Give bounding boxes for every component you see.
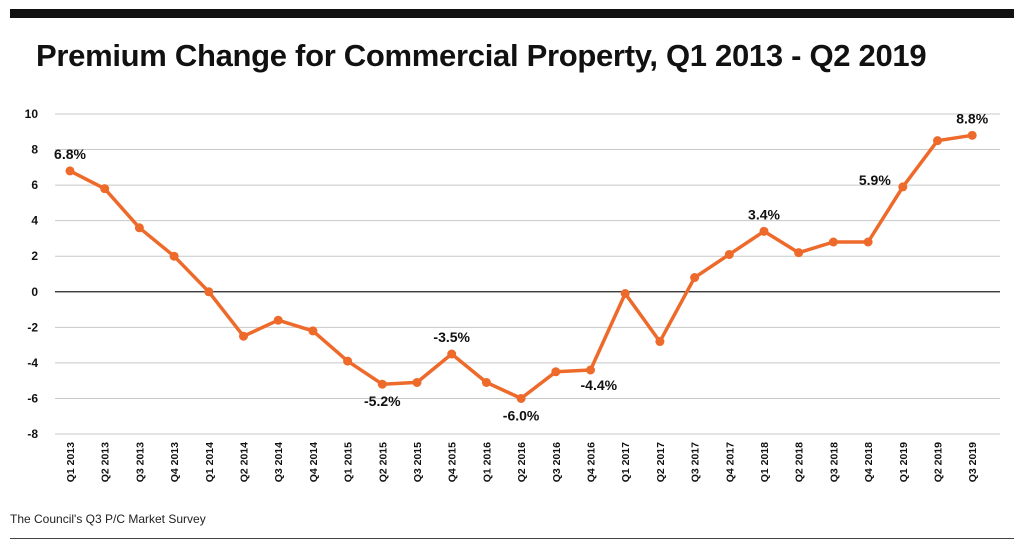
data-label: -3.5% — [433, 329, 470, 345]
data-point — [794, 248, 804, 258]
data-label: 5.9% — [859, 172, 891, 188]
data-label: -4.4% — [581, 377, 618, 393]
x-tick-label: Q2 2015 — [377, 442, 389, 482]
x-tick-label: Q1 2017 — [620, 442, 632, 482]
y-tick-label: -6 — [27, 391, 38, 405]
series-line — [68, 133, 974, 401]
data-point — [377, 379, 387, 389]
top-rule — [10, 9, 1014, 18]
x-tick-label: Q4 2014 — [308, 442, 320, 482]
x-tick-label: Q2 2013 — [100, 442, 112, 482]
x-tick-label: Q4 2017 — [724, 442, 736, 482]
x-tick-label: Q2 2016 — [516, 442, 528, 482]
data-point — [481, 377, 491, 387]
x-tick-label: Q2 2019 — [933, 442, 945, 482]
x-tick-label: Q4 2018 — [863, 442, 875, 482]
x-tick-label: Q4 2015 — [447, 442, 459, 482]
y-tick-label: 6 — [31, 178, 38, 192]
x-tick-label: Q3 2013 — [134, 442, 146, 482]
data-point — [551, 367, 561, 377]
x-tick-label: Q1 2018 — [759, 442, 771, 482]
x-tick-label: Q4 2016 — [586, 442, 598, 482]
x-tick-label: Q2 2014 — [239, 442, 251, 482]
y-tick-label: -2 — [27, 320, 38, 334]
x-tick-label: Q3 2017 — [690, 442, 702, 482]
data-label: 3.4% — [748, 206, 780, 222]
y-tick-labels: 10 8 6 4 2 0 -2 -4 -6 -8 — [25, 107, 39, 441]
y-tick-label: 0 — [31, 285, 38, 299]
x-tick-label: Q1 2014 — [204, 442, 216, 482]
data-point — [655, 337, 665, 347]
data-point — [204, 287, 214, 297]
y-tick-label: 4 — [31, 214, 38, 228]
x-tick-label: Q3 2019 — [967, 442, 979, 482]
bottom-rule — [10, 538, 1014, 539]
data-point — [620, 289, 630, 299]
data-point — [828, 237, 838, 247]
data-point — [967, 130, 977, 140]
data-label: 8.8% — [956, 110, 988, 126]
x-tick-label: Q3 2015 — [412, 442, 424, 482]
data-point — [933, 136, 942, 146]
data-point — [308, 326, 318, 336]
x-tick-label: Q2 2018 — [794, 442, 806, 482]
data-point — [412, 377, 422, 387]
data-point — [65, 166, 75, 176]
x-tick-labels: Q1 2013 Q2 2013 Q3 2013 Q4 2013 Q1 2014 Q2 20… — [65, 442, 979, 482]
data-label: -6.0% — [503, 407, 540, 423]
x-tick-label: Q3 2018 — [828, 442, 840, 482]
x-tick-label: Q4 2013 — [169, 442, 181, 482]
data-point — [134, 223, 144, 233]
data-point — [100, 184, 110, 194]
chart-title: Premium Change for Commercial Property, … — [36, 38, 927, 73]
data-point — [447, 349, 457, 359]
data-point — [273, 315, 283, 325]
data-point — [863, 237, 873, 247]
y-tick-label: 8 — [31, 143, 38, 157]
data-point — [898, 182, 908, 192]
x-tick-label: Q1 2013 — [65, 442, 77, 482]
data-point — [586, 365, 595, 375]
data-point — [239, 331, 248, 341]
x-tick-label: Q3 2016 — [551, 442, 563, 482]
x-tick-label: Q1 2019 — [898, 442, 910, 482]
y-tick-label: -4 — [27, 356, 38, 370]
source-note: The Council's Q3 P/C Market Survey — [10, 512, 206, 526]
data-point — [343, 356, 353, 366]
x-tick-label: Q1 2015 — [343, 442, 355, 482]
data-label: -5.2% — [364, 393, 401, 409]
data-point — [690, 273, 700, 283]
data-point — [169, 251, 179, 261]
data-points — [65, 130, 977, 403]
x-tick-label: Q1 2016 — [481, 442, 493, 482]
y-tick-label: -8 — [27, 427, 38, 441]
data-point — [724, 249, 734, 259]
data-point — [759, 226, 769, 236]
data-label: 6.8% — [54, 146, 86, 162]
data-labels: 6.8% -5.2% -3.5% -6.0% -4.4% 3.4% 5.9% 8.8% — [54, 110, 989, 423]
data-point — [516, 393, 526, 403]
y-tick-label: 2 — [31, 249, 38, 263]
grid-lines — [55, 113, 1000, 435]
x-tick-label: Q3 2014 — [273, 442, 285, 482]
x-tick-label: Q2 2017 — [655, 442, 667, 482]
y-tick-label: 10 — [25, 107, 39, 121]
